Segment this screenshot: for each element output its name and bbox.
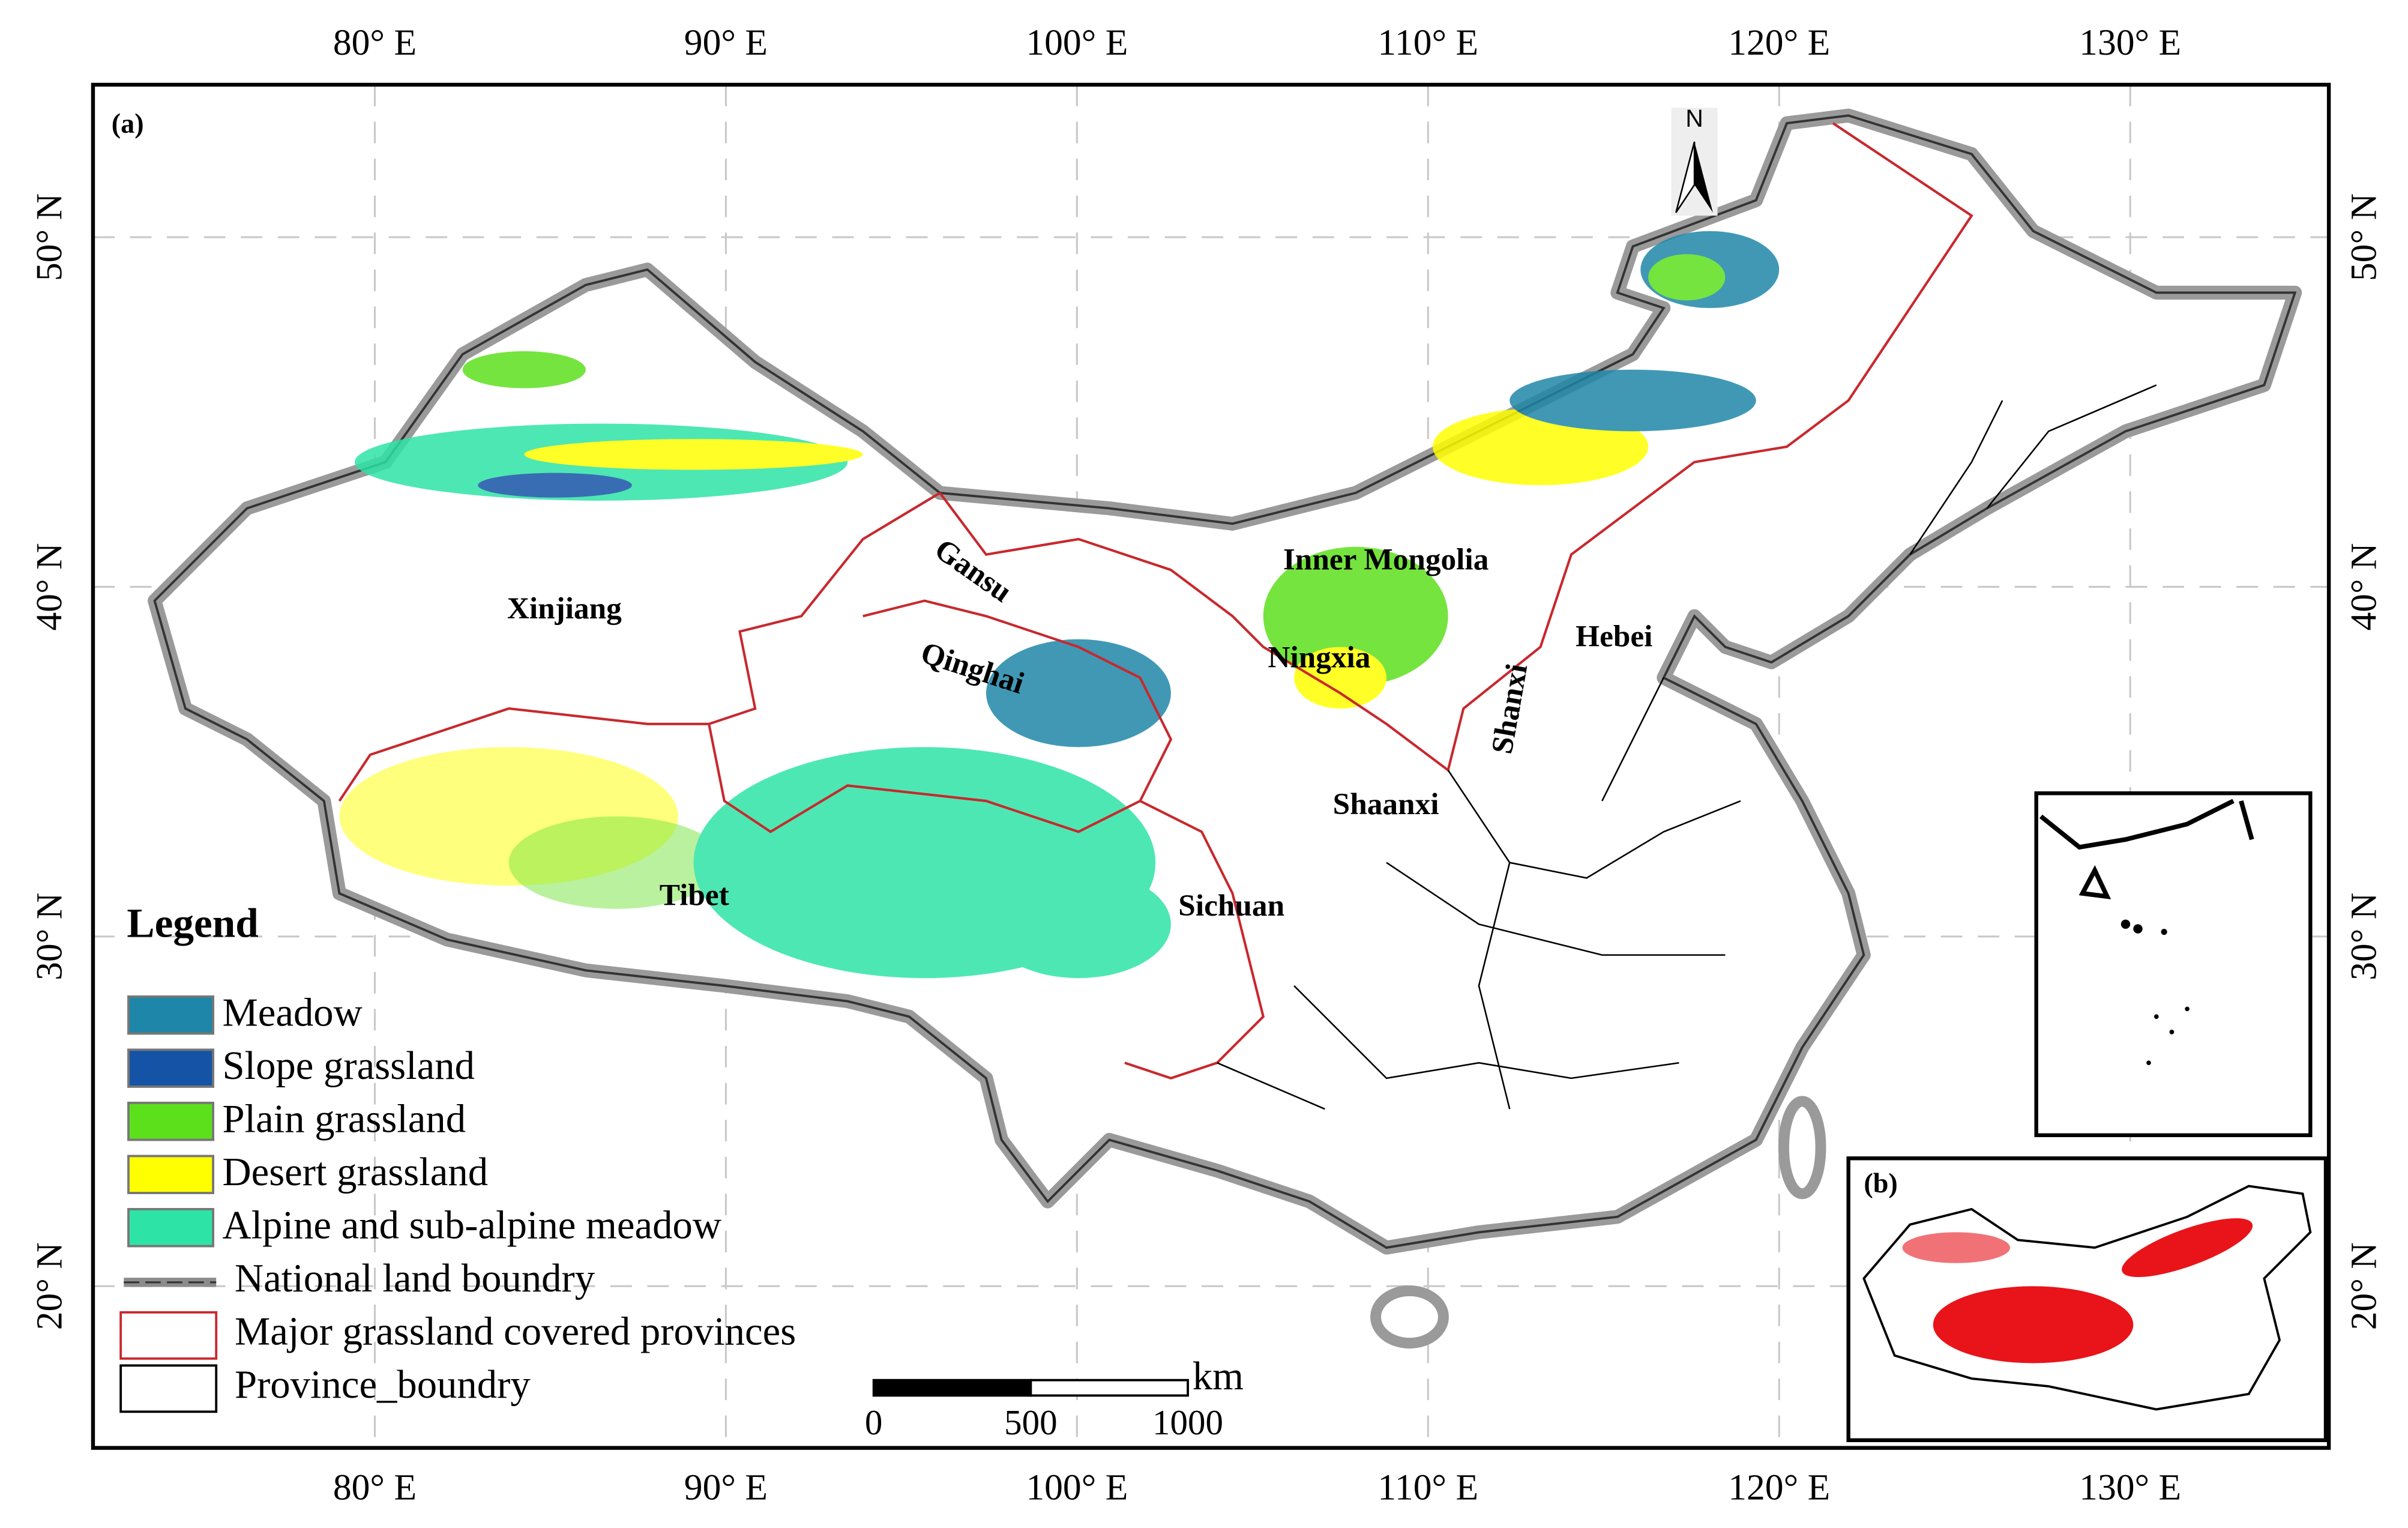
panel-label: (a): [112, 108, 144, 139]
legend-swatch: [119, 1364, 218, 1413]
scale-label: 1000: [1152, 1403, 1223, 1442]
lat-label-right: 20° N: [2343, 1242, 2384, 1330]
province-label: Tibet: [660, 878, 729, 913]
legend-swatch: [127, 995, 215, 1035]
scale-segment: [1029, 1379, 1189, 1397]
lon-label-top: 80° E: [333, 22, 417, 63]
legend-label: National land boundry: [235, 1257, 595, 1300]
lat-label-left: 30° N: [29, 893, 70, 980]
patch: [986, 870, 1171, 979]
lon-label-top: 130° E: [2079, 22, 2181, 63]
lon-label-top: 90° E: [684, 22, 768, 63]
patch: [462, 351, 586, 388]
hainan: [1370, 1285, 1449, 1349]
legend-swatch: [127, 1208, 215, 1248]
scale-unit: km: [1193, 1354, 1244, 1398]
legend-swatch: [127, 1101, 215, 1141]
patch: [1263, 546, 1448, 686]
islands: [2121, 919, 2190, 1066]
legend-label: Desert grassland: [222, 1150, 488, 1194]
lat-label-left: 40° N: [29, 543, 70, 630]
province-label: Xinjiang: [507, 591, 622, 626]
lon-label-bottom: 90° E: [684, 1467, 768, 1508]
overview-map: [1862, 1185, 2312, 1411]
lon-label-bottom: 100° E: [1026, 1467, 1128, 1508]
lat-label-right: 40° N: [2343, 543, 2384, 630]
legend-swatch: [127, 1048, 215, 1088]
lon-label-bottom: 120° E: [1728, 1467, 1830, 1508]
lon-label-bottom: 80° E: [333, 1467, 417, 1508]
grassland-patches: [339, 231, 1780, 979]
patch: [478, 473, 632, 498]
scale-segment: [872, 1379, 1032, 1397]
lat-label-right: 50° N: [2343, 193, 2384, 281]
national-boundary-inner: [153, 114, 2297, 1249]
legend-swatch: [127, 1155, 215, 1194]
legend-swatch: [119, 1311, 218, 1360]
patch: [339, 747, 678, 886]
taiwan: [1778, 1096, 1826, 1200]
scale-bar: 0 500 1000 km: [865, 1354, 1244, 1442]
legend-label: Major grassland covered provinces: [235, 1310, 796, 1354]
province-label: Ningxia: [1268, 641, 1370, 675]
lon-label-top: 110° E: [1377, 22, 1478, 63]
map-frame: [91, 82, 2331, 1450]
patch: [1510, 369, 1756, 432]
lat-label-right: 30° N: [2343, 893, 2384, 980]
patch: [986, 639, 1171, 747]
province-boundary: [1217, 384, 2157, 1110]
province-label: Inner Mongolia: [1283, 542, 1489, 576]
south-sea-inset: [2034, 791, 2313, 1137]
lon-label-top: 100° E: [1026, 22, 1128, 63]
lon-label-bottom: 110° E: [1377, 1467, 1478, 1508]
legend: Legend Meadow Slope grassland Plain grassla…: [119, 899, 796, 1413]
lon-label-bottom: 130° E: [2079, 1467, 2181, 1508]
lat-label-left: 50° N: [29, 193, 70, 281]
lat-label-left: 20° N: [29, 1242, 70, 1330]
scale-label: 500: [1004, 1403, 1058, 1442]
legend-label: Province_boundry: [235, 1363, 531, 1407]
province-label: Shaanxi: [1333, 787, 1439, 821]
patch: [1294, 647, 1387, 709]
patch: [508, 816, 724, 909]
lon-label-top: 120° E: [1728, 22, 1830, 63]
north-label: N: [1685, 104, 1703, 132]
legend-label: Plain grassland: [222, 1098, 466, 1141]
province-label: Hebei: [1576, 620, 1652, 654]
legend-title: Legend: [127, 899, 258, 946]
scale-label: 0: [865, 1403, 882, 1442]
legend-label: Slope grassland: [222, 1044, 474, 1088]
legend-label: Meadow: [222, 991, 362, 1035]
south-sea-coast: [2039, 799, 2254, 899]
major-province-boundary: [338, 122, 1973, 1080]
province-label: Sichuan: [1178, 889, 1284, 923]
inset-label: (b): [1864, 1168, 1897, 1198]
legend-label: Alpine and sub-alpine meadow: [222, 1204, 721, 1248]
patch: [1648, 254, 1726, 301]
patch: [524, 439, 863, 470]
